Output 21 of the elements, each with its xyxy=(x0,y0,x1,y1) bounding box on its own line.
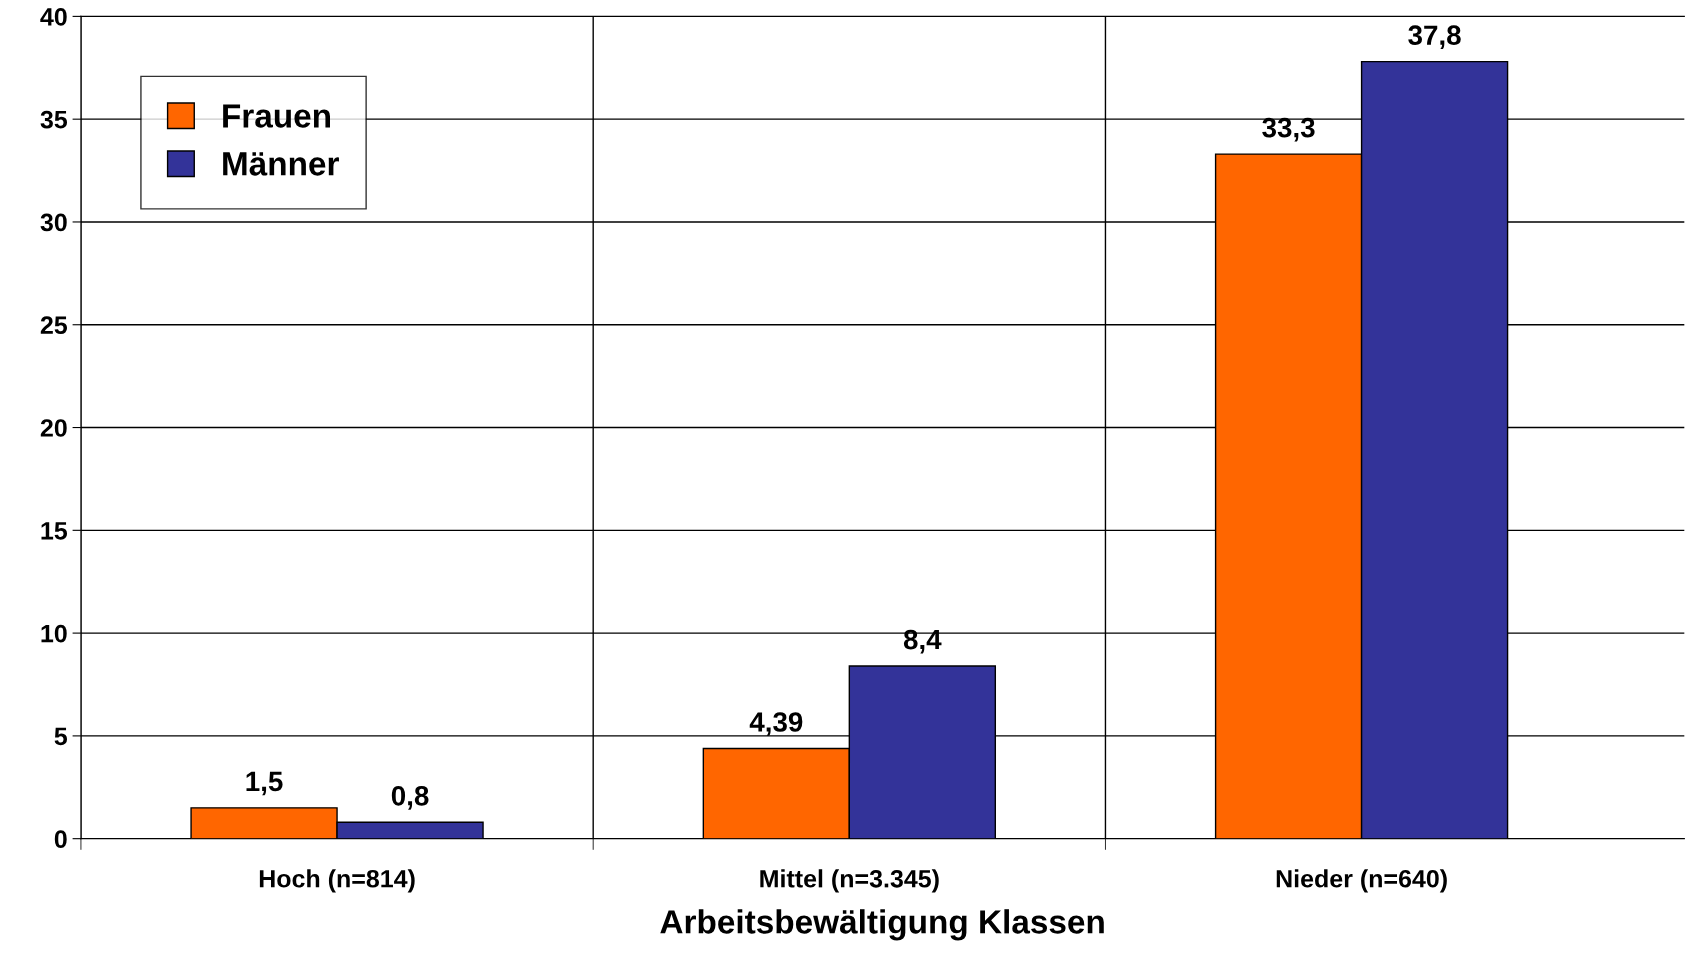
x-tick-label: Nieder (n=640) xyxy=(1276,869,1447,893)
data-label: 8,4 xyxy=(903,629,942,654)
legend-label: Männer xyxy=(223,152,339,176)
y-tick-label: 30 xyxy=(40,213,67,232)
x-tick-label: Mittel (n=3.345) xyxy=(760,869,939,893)
y-tick-label: 20 xyxy=(40,419,67,437)
y-tick-label: 5 xyxy=(54,727,68,746)
y-tick-label: 40 xyxy=(40,7,67,26)
data-label: 4,39 xyxy=(749,712,803,736)
data-label: 33,3 xyxy=(1262,117,1315,142)
y-tick-label: 0 xyxy=(54,830,67,848)
data-label: 0,8 xyxy=(391,785,429,810)
y-tick-label: 15 xyxy=(41,522,68,540)
data-label: 1,5 xyxy=(246,771,283,796)
data-label: 37,8 xyxy=(1408,25,1461,50)
x-tick-label: Hoch (n=814) xyxy=(259,869,415,893)
y-tick-label: 10 xyxy=(41,624,67,643)
legend-label: Frauen xyxy=(223,104,330,128)
x-axis-title: Arbeitsbewältigung Klassen xyxy=(660,909,1104,941)
y-tick-label: 25 xyxy=(40,316,68,335)
y-tick-label: 35 xyxy=(40,110,68,129)
